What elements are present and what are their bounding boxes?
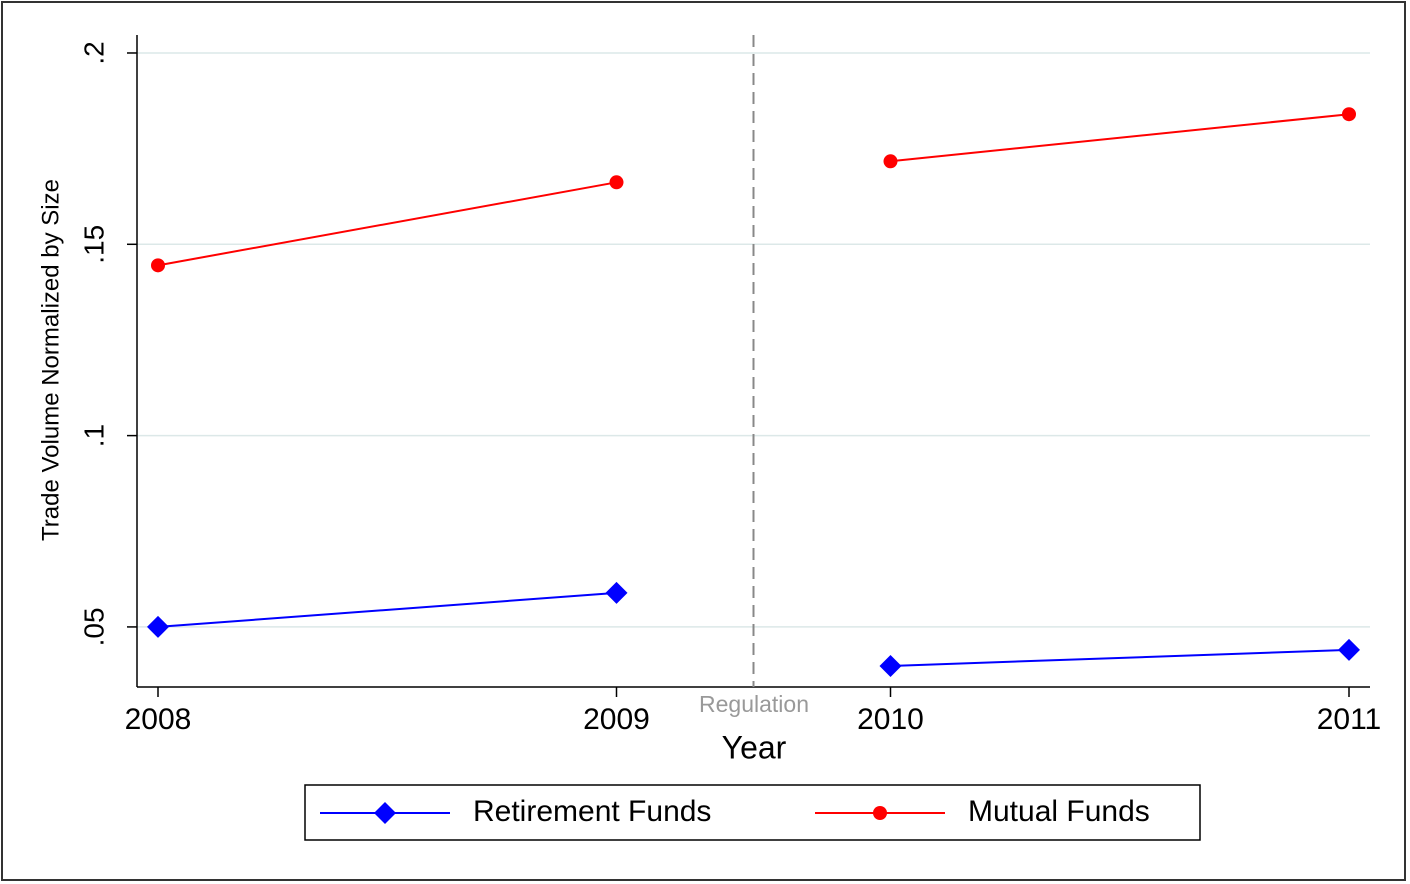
point (1338, 638, 1360, 661)
legend-label: Retirement Funds (473, 795, 711, 828)
legend-box (304, 784, 1201, 841)
point (609, 175, 624, 190)
y-axis-title: Trade Volume Normalized by Size (37, 179, 64, 541)
point (883, 154, 898, 169)
y-tick-label: .05 (78, 607, 109, 646)
point (147, 615, 169, 638)
legend-label: Mutual Funds (968, 795, 1150, 828)
point (879, 654, 902, 677)
point (1342, 107, 1356, 122)
series-line (890, 113, 1350, 163)
y-tick-label: .2 (78, 41, 109, 64)
x-tick-label: 2008 (125, 703, 192, 736)
annotation: Regulation (699, 691, 809, 717)
legend-marker (873, 806, 887, 820)
series-line (157, 181, 617, 267)
point (151, 258, 165, 273)
y-tick-label: .15 (78, 225, 109, 264)
series-line (157, 591, 617, 628)
x-axis-title: Year (722, 729, 787, 765)
y-tick-label: .1 (78, 424, 109, 447)
x-tick-label: 2009 (583, 703, 650, 736)
point (605, 581, 628, 604)
legend-marker (374, 802, 396, 824)
x-tick-label: 2011 (1317, 703, 1382, 736)
x-tick-label: 2010 (857, 703, 924, 736)
series-line (890, 648, 1350, 667)
